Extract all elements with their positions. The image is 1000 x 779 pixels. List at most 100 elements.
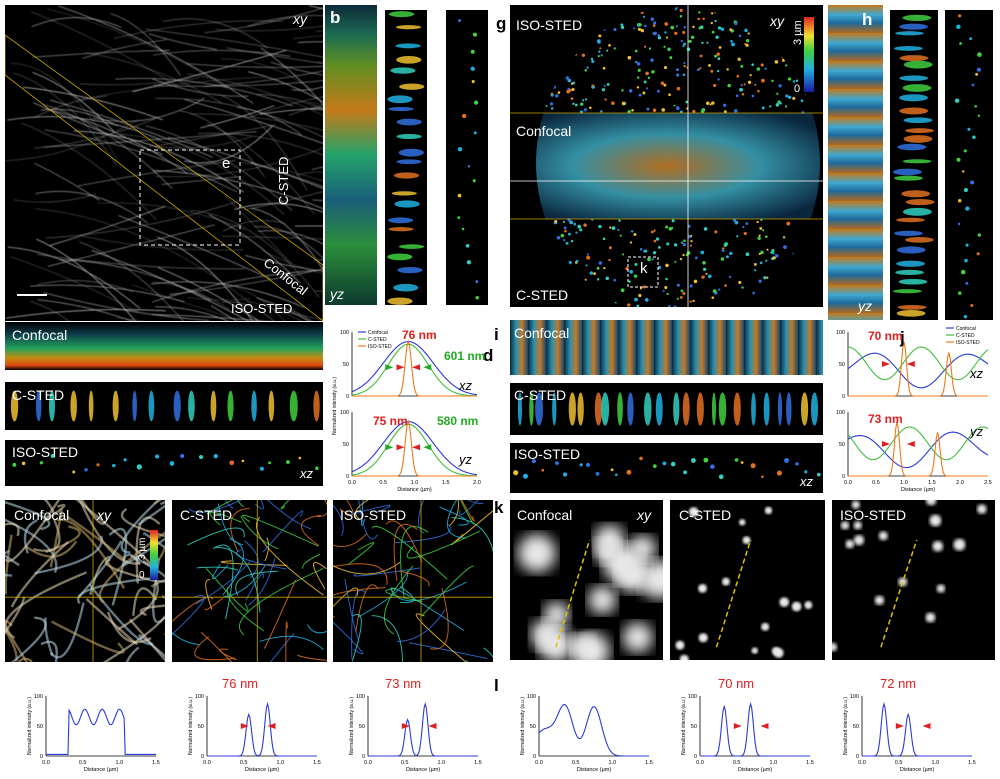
pore-dot (750, 74, 752, 76)
pore-dot (607, 83, 610, 86)
pore-dot (613, 28, 616, 31)
filament (282, 500, 327, 517)
pore-dot (665, 225, 668, 228)
dot (137, 464, 142, 469)
filament (196, 562, 250, 604)
blob (518, 534, 556, 572)
fiber (48, 9, 227, 89)
pore-dot (798, 265, 802, 269)
dot (124, 458, 127, 461)
arrowhead-left (896, 723, 904, 729)
pore-dot (730, 40, 733, 43)
pore-dot (653, 24, 656, 27)
pore-dot (539, 230, 543, 234)
panel-i-label-confocal: Confocal (514, 325, 569, 341)
pore-dot (637, 76, 639, 78)
dot (12, 463, 16, 467)
dot (967, 128, 970, 131)
blob (792, 602, 802, 612)
pore-dot (786, 222, 790, 226)
streak (290, 391, 298, 422)
pore-dot (644, 25, 647, 28)
pore-dot (688, 40, 691, 43)
pore-dot (687, 251, 691, 255)
pore-dot (703, 268, 706, 271)
dot (458, 19, 461, 22)
dot (959, 42, 962, 45)
pore-dot (682, 254, 684, 256)
pore-dot (565, 5, 567, 7)
pore-dot (566, 242, 569, 245)
pore-dot (603, 267, 605, 269)
pore-dot (684, 26, 686, 28)
pore-dot (763, 276, 766, 279)
dot (586, 463, 590, 467)
dot (473, 33, 477, 37)
dot (155, 454, 159, 458)
pore-dot (719, 46, 722, 49)
pore-dot (585, 98, 587, 100)
pore-dot (523, 108, 526, 111)
streak (903, 84, 932, 92)
pore-dot (805, 93, 808, 96)
pore-dot (510, 109, 513, 112)
dot (817, 473, 821, 477)
streak (897, 246, 926, 253)
bl-plane: xy (97, 507, 111, 523)
arrowhead-left (882, 361, 890, 367)
bl-title-isosted: ISO-STED (340, 507, 406, 523)
streak (228, 391, 234, 422)
pore-dot (591, 288, 593, 290)
filament (439, 507, 468, 525)
pore-dot (575, 231, 577, 233)
pore-dot (548, 267, 551, 270)
fiber (8, 247, 140, 308)
pore-dot (711, 101, 714, 104)
pore-dot (676, 25, 678, 27)
fiber (149, 34, 217, 50)
pore-dot (572, 8, 576, 12)
dot (229, 460, 234, 465)
pore-dot (582, 54, 585, 57)
pore-dot (609, 226, 611, 228)
pore-dot (744, 83, 746, 85)
pore-dot (522, 67, 525, 70)
pore-dot (697, 18, 700, 21)
y-tick-label: 50 (839, 362, 845, 368)
pore-dot (781, 32, 783, 34)
streak (899, 24, 928, 30)
pore-dot (690, 235, 692, 237)
pore-dot (569, 220, 573, 224)
streak (251, 391, 257, 422)
k-isosted-image (832, 500, 995, 660)
k-title-csted: C-STED (679, 507, 731, 523)
dot (626, 470, 631, 475)
pore-dot (638, 23, 641, 26)
arrowhead-left (241, 723, 249, 729)
dot (719, 474, 724, 479)
pore-dot (736, 94, 739, 97)
streak (394, 172, 419, 178)
pore-dot (690, 285, 693, 288)
dot (474, 100, 478, 104)
pore-dot (798, 297, 801, 300)
y-tick-label: 100 (356, 694, 365, 700)
pore-dot (569, 305, 571, 307)
pore-dot (691, 36, 694, 39)
streak (388, 217, 413, 223)
y-tick-label: 0 (856, 754, 859, 760)
pore-dot (740, 65, 743, 68)
streak (399, 149, 424, 157)
pore-dot (683, 62, 685, 64)
pore-dot (762, 106, 765, 109)
fiber (111, 14, 181, 76)
pore-dot (699, 67, 701, 69)
pore-dot (708, 274, 712, 278)
pore-dot (665, 264, 669, 268)
pore-dot (633, 27, 635, 29)
bl-title-confocal: Confocal (14, 507, 69, 523)
pore-dot (760, 262, 763, 265)
pore-dot (766, 249, 768, 251)
dot (471, 67, 475, 71)
